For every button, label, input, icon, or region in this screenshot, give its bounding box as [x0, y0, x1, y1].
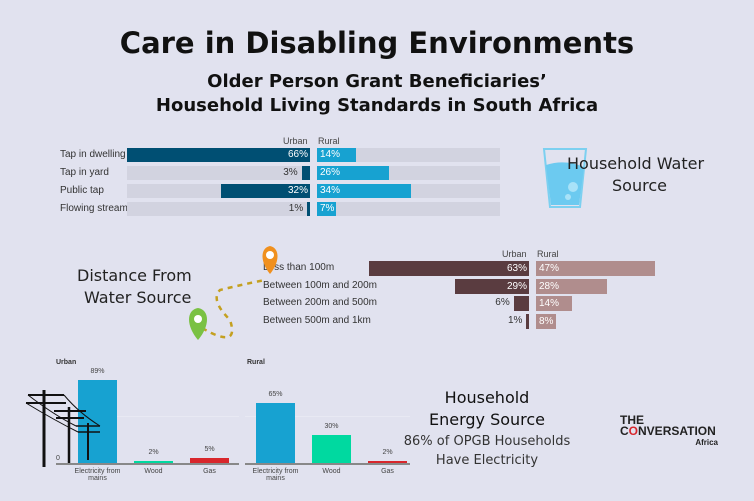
category-label: Flowing stream: [60, 203, 128, 214]
category-label: Less than 100m: [263, 262, 335, 273]
rural-header: Rural: [537, 249, 559, 259]
page-title: Care in Disabling Environments: [119, 26, 635, 60]
bar: [256, 402, 295, 463]
x-axis-line: [56, 463, 239, 465]
bar-value-label: 2%: [382, 449, 393, 457]
urban-value-label: 29%: [506, 280, 527, 292]
category-label: Gas: [381, 468, 394, 475]
category-label: Between 200m and 500m: [263, 297, 377, 308]
category-label: Between 500m and 1km: [263, 314, 371, 326]
water-glass-icon: [542, 148, 588, 208]
gridline: [245, 416, 410, 417]
bar-value-label: 65%: [268, 390, 283, 398]
category-label: Tap in dwelling: [60, 149, 126, 160]
category-label: Between 100m and 200m: [263, 279, 377, 291]
urban-header: Urban: [502, 249, 527, 259]
urban-value-label: 66%: [287, 149, 308, 160]
bar-value-label: 30%: [324, 423, 339, 431]
distance-caption-line-1: Distance From: [77, 266, 192, 285]
bar: [368, 461, 407, 463]
subtitle-line-1: Older Person Grant Beneficiaries’: [207, 71, 547, 92]
category-label: Tap in yard: [60, 167, 109, 178]
rural-bar: 14%: [317, 148, 356, 162]
power-lines-icon: [25, 390, 101, 467]
urban-bar: [455, 278, 529, 294]
urban-bar: [526, 313, 529, 329]
category-label: Electricity from mains: [252, 468, 299, 482]
urban-track: [127, 166, 310, 180]
urban-bar: [221, 184, 310, 198]
bar: [190, 458, 229, 463]
bar: [134, 461, 173, 463]
urban-bar: [127, 148, 310, 162]
urban-value-label: 1%: [508, 314, 523, 326]
map-pins-icon: [189, 246, 278, 340]
urban-bar: [301, 166, 310, 180]
urban-value-label: 63%: [506, 263, 527, 274]
energy-caption-line-2: Energy Source: [428, 410, 546, 429]
urban-value-label: 1%: [288, 203, 304, 214]
urban-track: [127, 202, 310, 216]
water-caption-line-2: Source: [612, 176, 667, 195]
rural-track: [317, 148, 500, 162]
category-label: Electricity from mains: [74, 468, 121, 482]
category-label: Wood: [322, 468, 341, 475]
gridline: [56, 416, 239, 417]
bar-value-label: 2%: [148, 449, 159, 457]
rural-bar: 28%: [536, 278, 608, 294]
rural-bar: 8%: [536, 313, 557, 329]
subtitle-line-2: Household Living Standards in South Afri…: [155, 95, 599, 116]
y-axis-zero: 0: [56, 455, 60, 462]
rural-header: Rural: [318, 136, 340, 146]
urban-bar: [368, 261, 529, 276]
the-conversation-logo: THE CONVERSATION Africa: [620, 413, 718, 447]
category-label: Wood: [144, 468, 163, 475]
urban-bar: [513, 296, 529, 311]
chart-title: Rural: [247, 359, 265, 366]
rural-bar: 26%: [317, 166, 390, 180]
rural-bar: 7%: [317, 202, 337, 216]
urban-bar: [307, 202, 310, 216]
water-caption-line-1: Household Water: [567, 154, 705, 173]
rural-bar: 14%: [536, 296, 572, 311]
bar-value-label: 89%: [90, 368, 105, 376]
category-label: Gas: [203, 468, 216, 475]
urban-header: Urban: [283, 136, 308, 146]
energy-caption-line-1: Household: [444, 388, 530, 407]
rural-track: [317, 202, 500, 216]
chart-title: Urban: [56, 359, 77, 366]
distance-caption-line-2: Water Source: [84, 288, 192, 307]
rural-bar: 34%: [317, 184, 412, 198]
bar: [78, 380, 117, 463]
energy-note-line-1: 86% of OPGB Households: [403, 434, 571, 449]
urban-value-label: 3%: [283, 167, 298, 178]
category-label: Public tap: [60, 185, 104, 196]
x-axis-line: [245, 463, 410, 465]
bar-value-label: 5%: [204, 446, 215, 454]
urban-value-label: 32%: [287, 185, 308, 196]
bar: [312, 435, 351, 463]
energy-note-line-2: Have Electricity: [435, 453, 539, 468]
urban-value-label: 6%: [495, 297, 510, 308]
rural-bar: 47%: [536, 261, 656, 276]
